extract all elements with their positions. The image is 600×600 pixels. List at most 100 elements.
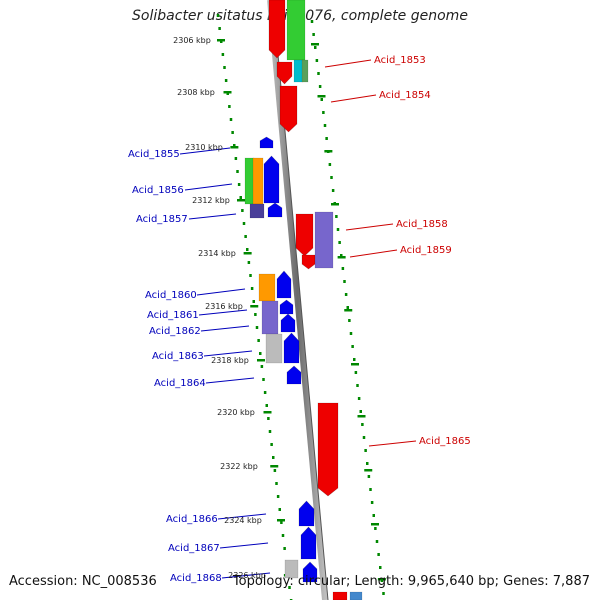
inner-ring-dot (265, 404, 268, 407)
outer-ring-dot (317, 72, 320, 75)
gene-features (244, 0, 363, 600)
scale-label: 2306 kbp (173, 36, 211, 45)
inner-ring-dot (236, 170, 239, 173)
scale-label: 2318 kbp (211, 356, 249, 365)
cog-box (349, 591, 363, 600)
label-leader (324, 59, 372, 68)
cog-box (265, 333, 283, 364)
inner-ring-dot (221, 53, 225, 56)
inner-ring-dot (229, 118, 233, 121)
gene-label-reverse: Acid_1863 (152, 351, 204, 362)
scale-label: 2322 kbp (220, 462, 258, 471)
gene-label-forward: Acid_1854 (379, 90, 431, 101)
inner-ring-dot (288, 586, 291, 589)
inner-ring-dot (241, 209, 244, 212)
inner-ring-dot (281, 534, 285, 537)
ring-tick (277, 519, 285, 522)
inner-ring-dot (275, 482, 278, 485)
cog-box (261, 300, 279, 335)
outer-ring-dot (359, 410, 362, 413)
inner-ring-dot (249, 274, 252, 277)
gene-label-reverse: Acid_1862 (149, 326, 201, 337)
label-leader (196, 288, 246, 296)
ring-tick (344, 309, 353, 312)
gene-label-reverse: Acid_1856 (132, 185, 184, 196)
scale-label: 2314 kbp (198, 249, 236, 258)
inner-ring-dot (233, 144, 236, 147)
label-leader (203, 350, 253, 357)
outer-ring-dot (356, 384, 359, 387)
gene-arrow (300, 526, 317, 560)
outer-ring-dot (343, 280, 346, 283)
label-leader (198, 309, 248, 316)
inner-ring-dot (223, 66, 226, 69)
gene-arrow (283, 332, 300, 364)
outer-ring-dot (331, 189, 335, 192)
outer-ring-dot (325, 137, 328, 140)
gene-label-reverse: Acid_1867 (168, 543, 220, 554)
gene-label-reverse: Acid_1860 (145, 290, 197, 301)
gene-arrow (263, 155, 280, 204)
inner-ring-dot (267, 417, 270, 420)
gene-arrow (259, 136, 274, 149)
scale-label: 2312 kbp (192, 196, 230, 205)
ring-tick (230, 146, 239, 149)
inner-ring-dot (231, 131, 234, 134)
inner-ring-dot (252, 300, 255, 303)
inner-ring-dot (263, 391, 267, 394)
gene-label-reverse: Acid_1861 (147, 310, 199, 321)
label-leader (217, 513, 267, 520)
ring-tick (237, 199, 245, 202)
gene-label-forward: Acid_1859 (400, 245, 452, 256)
gene-arrow (298, 500, 315, 527)
ring-tick (377, 578, 386, 581)
scale-label: 2316 kbp (205, 302, 243, 311)
ring-tick (257, 359, 265, 362)
outer-ring-dot (366, 462, 369, 465)
gene-label-reverse: Acid_1868 (170, 573, 222, 584)
outer-ring-dot (346, 306, 349, 309)
outer-ring-dot (372, 514, 375, 517)
label-leader (205, 377, 255, 384)
outer-ring-dot (353, 358, 356, 361)
accession-text: Accession: NC_008536 (9, 574, 157, 589)
gene-arrow (295, 213, 314, 257)
gene-arrow (267, 202, 283, 218)
inner-ring-dot (224, 79, 228, 82)
inner-ring-dot (234, 157, 238, 160)
outer-ring-dot (330, 176, 333, 179)
ring-tick (331, 203, 339, 206)
gene-label-reverse: Acid_1855 (128, 149, 180, 160)
gene-label-forward: Acid_1865 (419, 436, 471, 447)
inner-ring-dot (246, 248, 249, 251)
cog-box (249, 203, 265, 219)
outer-ring-dot (369, 488, 372, 491)
outer-ring-dot (335, 215, 338, 218)
gene-arrow (268, 0, 286, 59)
inner-ring-dot (218, 27, 221, 30)
outer-ring-dot (379, 566, 382, 569)
inner-ring-dot (260, 365, 264, 368)
cog-box (293, 59, 304, 83)
inner-ring-dot (283, 547, 286, 550)
inner-ring-dot (280, 521, 283, 524)
inner-ring-dot (254, 313, 257, 316)
ring-tick (263, 411, 272, 414)
label-leader (330, 94, 377, 103)
inner-ring-dot (237, 183, 241, 186)
cog-box (252, 157, 264, 205)
scale-labels: 2306 kbp 2308 kbp 2310 kbp 2312 kbp 2314 kbp… (173, 36, 266, 580)
label-leader (219, 542, 269, 549)
outer-ring-dot (348, 319, 351, 322)
inner-ring-dot (257, 339, 260, 342)
label-leader (221, 572, 271, 579)
outer-ring-dot (361, 423, 364, 426)
gene-arrow (276, 61, 293, 85)
gene-arrow (280, 313, 296, 333)
outer-ring-dot (314, 46, 317, 49)
inner-ring-dot (259, 352, 262, 355)
outer-ring-dot (315, 59, 319, 62)
outer-ring-dot (377, 553, 380, 556)
inner-ring-dot (247, 261, 251, 264)
outer-ring-dot (328, 163, 332, 166)
